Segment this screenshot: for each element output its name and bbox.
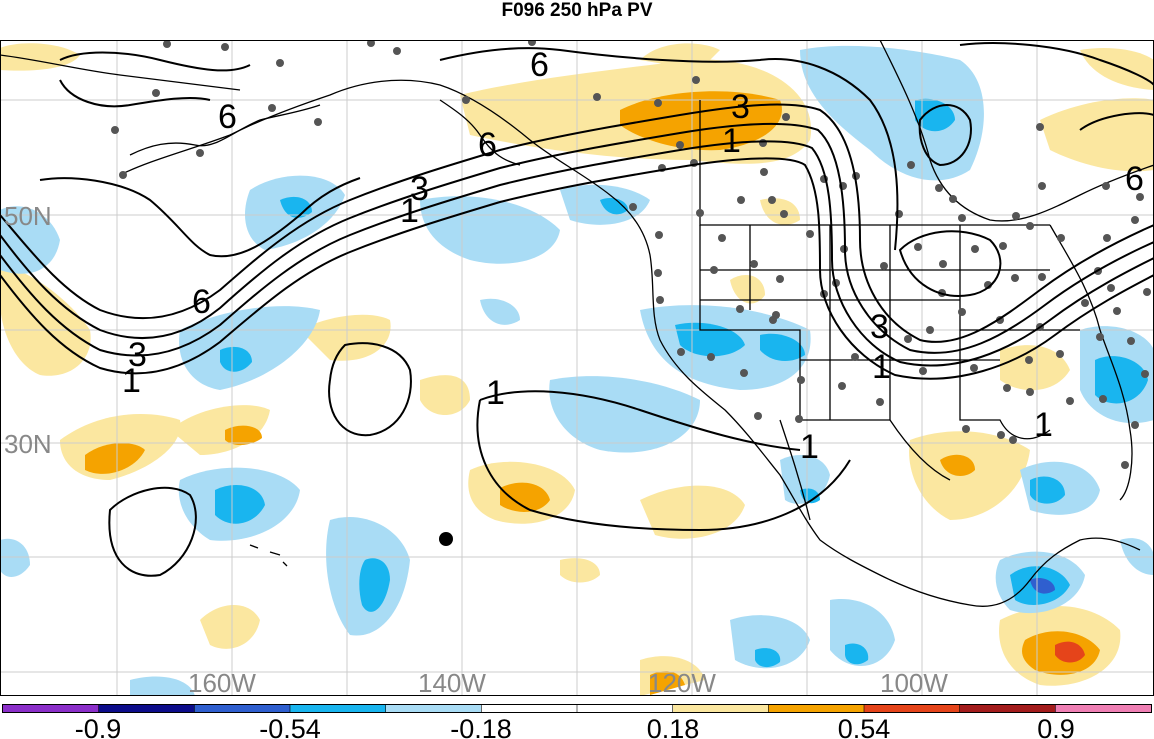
colorbar-label: 0.18: [647, 714, 700, 739]
colorbar: [3, 705, 1152, 712]
lat-labels: 50N 30N: [4, 201, 52, 459]
colorbar-segment: [481, 705, 578, 712]
colorbar-label: 0.54: [838, 714, 891, 739]
contour-label: 6: [192, 283, 211, 321]
colorbar-labels: -0.9 -0.54 -0.18 0.18 0.54 0.9: [75, 714, 1075, 739]
lon-labels: 160W 140W 120W 100W: [188, 668, 948, 698]
colorbar-frame: [2, 704, 1152, 713]
lon-label-100w: 100W: [880, 668, 948, 698]
contour-label: 3: [128, 336, 147, 374]
colorbar-label: -0.9: [75, 714, 122, 739]
contour-label: 1: [872, 348, 891, 386]
pv-contours: [0, 42, 1154, 577]
contour-label: 6: [530, 46, 549, 84]
contour-label: 1: [1034, 406, 1053, 444]
colorbar-segment: [577, 705, 674, 712]
colorbar-segment: [194, 705, 291, 712]
contour-label: 3: [731, 88, 750, 126]
contour-label: 6: [1125, 160, 1144, 198]
contour-label: 3: [410, 170, 429, 208]
positive-shading-max: [1055, 641, 1085, 663]
lat-label-30n: 30N: [4, 429, 52, 459]
colorbar-segment: [290, 705, 387, 712]
contour-label: 1: [800, 428, 819, 466]
colorbar-label: -0.18: [450, 714, 512, 739]
colorbar-segment: [98, 705, 195, 712]
coastlines: [0, 40, 1154, 607]
contour-label: 1: [122, 362, 141, 400]
map-title: F096 250 hPa PV: [501, 0, 653, 21]
contour-label: 1: [400, 192, 419, 230]
negative-shading-max: [1030, 578, 1055, 594]
colorbar-label: 0.9: [1037, 714, 1075, 739]
colorbar-segment: [672, 705, 769, 712]
colorbar-segment: [385, 705, 482, 712]
lon-label-120w: 120W: [648, 668, 716, 698]
contour-labels: 6 6 6 3 1 6 3 1 3 1 3 1 6 1 1 1: [122, 46, 1144, 466]
contour-label: 1: [722, 122, 741, 160]
contour-label: 6: [478, 126, 497, 164]
marker-dot: [439, 532, 453, 546]
contour-label: 6: [218, 98, 237, 136]
negative-shading-strong: [215, 98, 1148, 668]
colorbar-segment: [3, 705, 100, 712]
contour-label: 3: [870, 308, 889, 346]
colorbar-segment: [864, 705, 961, 712]
contour-label: 1: [486, 374, 505, 412]
station-dots: [111, 40, 1151, 469]
colorbar-label: -0.54: [259, 714, 321, 739]
colorbar-segment: [1055, 705, 1152, 712]
lon-label-160w: 160W: [188, 668, 256, 698]
lat-label-50n: 50N: [4, 201, 52, 231]
colorbar-segment: [768, 705, 865, 712]
colorbar-segment: [959, 705, 1056, 712]
lon-label-140w: 140W: [418, 668, 486, 698]
